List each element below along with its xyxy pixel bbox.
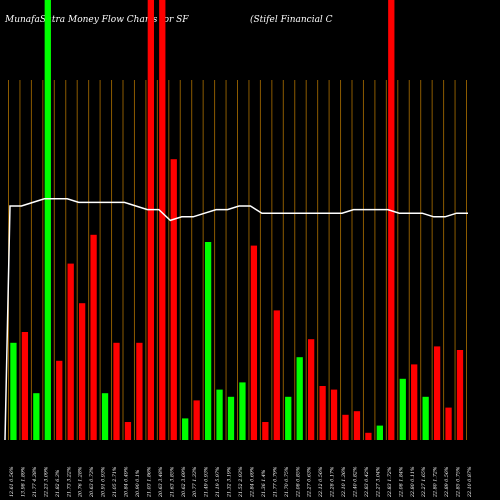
x-tick-label: 21.82 6.3% — [55, 469, 61, 498]
x-tick-label: 22.40 0.82% — [353, 466, 359, 498]
x-tick-label: 22.83 0.42% — [364, 466, 370, 498]
bar — [296, 357, 303, 440]
x-tick-label: 22.83 1.72% — [387, 466, 393, 498]
x-tick-label: 20.62 3.69% — [181, 466, 187, 498]
bar — [101, 393, 109, 440]
x-tick-label: 20.90 0.1% — [135, 469, 141, 498]
x-tick-label: 21.73 3.22% — [66, 466, 72, 498]
bar — [433, 346, 441, 440]
bar — [250, 245, 258, 440]
x-tick-label: 20.91 0.93% — [101, 466, 107, 498]
x-tick-label: 21.32 3.19% — [227, 466, 233, 498]
bar — [227, 396, 235, 440]
x-tick-label: 22.10 0.87% — [467, 466, 473, 498]
bar — [170, 159, 177, 440]
x-tick-label: 22.08 0.85% — [295, 466, 301, 498]
bar — [136, 342, 143, 440]
bar — [124, 422, 132, 440]
x-tick-label: 22.28 0.17% — [330, 466, 336, 498]
bar — [422, 396, 429, 440]
bar — [273, 310, 280, 440]
bar — [445, 407, 452, 440]
x-tick-label: 22.12 0.56% — [318, 466, 324, 498]
bar — [193, 400, 200, 440]
x-tick-label: 20.76 1.28% — [78, 466, 84, 498]
bar — [411, 364, 418, 440]
bar — [239, 382, 246, 440]
x-tick-label: 21.77 4.38% — [32, 466, 38, 498]
x-tick-label: 21.77 0.79% — [272, 466, 278, 498]
bar — [319, 386, 326, 440]
chart-title: MunafaSutra Money Flow Charts for SF — [5, 15, 189, 25]
chart-subtitle: (Stifel Financial C — [250, 15, 333, 25]
bar — [10, 342, 17, 440]
bar — [330, 389, 338, 440]
x-tick-label: 21.70 0.75% — [284, 466, 290, 498]
x-tick-label: 20.63 3.48% — [158, 466, 164, 498]
bar — [456, 350, 464, 440]
bar — [365, 432, 372, 440]
x-tick-label: 22.27 1.65% — [421, 466, 427, 498]
x-tick-label: 22.89 0.56% — [444, 466, 450, 498]
bar — [113, 342, 120, 440]
bar — [388, 0, 395, 440]
x-tick-label: 21.52 2.93% — [238, 466, 244, 498]
bar — [182, 418, 189, 440]
bar — [78, 303, 86, 440]
bar — [307, 339, 315, 440]
x-tick-label: 20.63 0.73% — [89, 466, 95, 498]
x-tick-label: 20.84 0.49% — [124, 466, 130, 498]
bar — [285, 396, 292, 440]
x-tick-label: 22.80 1.72% — [433, 466, 439, 498]
x-tick-label: 22.27 0.63% — [307, 466, 313, 498]
bar — [44, 0, 51, 440]
bar — [33, 393, 40, 440]
money-flow-line — [4, 198, 468, 441]
bar — [90, 234, 97, 440]
x-tick-label: 22.80 0.11% — [410, 466, 416, 498]
bar — [342, 414, 349, 440]
x-tick-label: 22.10 1.36% — [341, 466, 347, 498]
x-tick-label: 22.84 0.69% — [249, 466, 255, 498]
x-tick-label: 20.77 1.33% — [192, 466, 198, 498]
bar — [399, 378, 406, 440]
bar — [204, 242, 212, 440]
x-tick-label: 12.61 0.56% — [9, 466, 15, 497]
x-tick-label: 13.98 1.89% — [20, 466, 26, 497]
x-tick-label: 22.85 0.75% — [456, 466, 462, 498]
x-tick-label: 21.05 2.71% — [112, 466, 118, 498]
bar — [376, 425, 383, 440]
x-tick-label: 21.49 0.93% — [204, 466, 210, 498]
bar — [216, 389, 223, 440]
x-tick-label: 21.19 5.97% — [215, 466, 221, 498]
bar — [159, 0, 166, 440]
x-tick-label: 21.03 1.86% — [146, 466, 152, 498]
x-tick-label: 22.23 3.09% — [43, 466, 49, 498]
bar — [262, 422, 269, 440]
x-tick-label: 22.27 3.04% — [375, 466, 381, 498]
x-tick-label: 21.63 3.85% — [169, 466, 175, 498]
bar — [147, 0, 154, 440]
bar — [67, 263, 74, 440]
x-tick-label: 22.08 1.84% — [398, 466, 404, 498]
bar — [353, 411, 361, 440]
bar — [56, 360, 63, 440]
x-tick-label: 21.36 1.4% — [261, 469, 267, 498]
bar — [21, 332, 29, 440]
